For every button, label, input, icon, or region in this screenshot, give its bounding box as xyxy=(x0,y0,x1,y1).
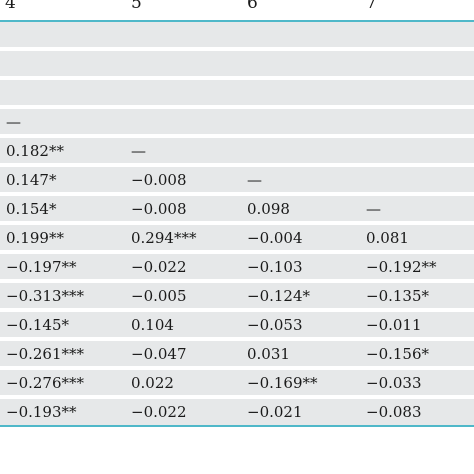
table-cell: −0.011 xyxy=(366,316,422,334)
table-cell: −0.005 xyxy=(131,287,187,305)
table-cell: 0.081 xyxy=(366,229,409,247)
table-cell: −0.135* xyxy=(366,287,430,305)
table-cell: 0.022 xyxy=(131,374,174,392)
table-row xyxy=(0,22,474,49)
column-header-5: 5 xyxy=(131,0,142,13)
table-cell: −0.169** xyxy=(247,374,318,392)
table-row: 0.154* −0.008 0.098 — xyxy=(0,196,474,223)
table-row: 0.182** — xyxy=(0,138,474,165)
table-cell: 0.182** xyxy=(6,142,64,160)
table-cell: 0.294*** xyxy=(131,229,197,247)
table-cell: −0.004 xyxy=(247,229,303,247)
table-row: −0.313*** −0.005 −0.124* −0.135* xyxy=(0,283,474,310)
table-cell: −0.124* xyxy=(247,287,311,305)
table-cell: 0.199** xyxy=(6,229,64,247)
table-cell: −0.021 xyxy=(247,403,303,421)
table-row: — xyxy=(0,109,474,136)
table-cell: 0.104 xyxy=(131,316,174,334)
table-header-row: 4 5 6 7 xyxy=(0,0,474,22)
table-cell: −0.053 xyxy=(247,316,303,334)
table-cell: 0.031 xyxy=(247,345,290,363)
column-header-7: 7 xyxy=(366,0,377,13)
table-cell: 0.098 xyxy=(247,200,290,218)
table-row: −0.197** −0.022 −0.103 −0.192** xyxy=(0,254,474,281)
table-cell: — xyxy=(247,171,262,189)
table-row: −0.276*** 0.022 −0.169** −0.033 xyxy=(0,370,474,397)
column-header-6: 6 xyxy=(247,0,258,13)
table-cell: −0.022 xyxy=(131,258,187,276)
table-row xyxy=(0,51,474,78)
column-header-4: 4 xyxy=(5,0,16,13)
table-cell: −0.193** xyxy=(6,403,77,421)
table-row: −0.193** −0.022 −0.021 −0.083 xyxy=(0,399,474,427)
table-cell: −0.313*** xyxy=(6,287,85,305)
table-row: −0.145* 0.104 −0.053 −0.011 xyxy=(0,312,474,339)
table-cell: −0.008 xyxy=(131,200,187,218)
table-cell: −0.156* xyxy=(366,345,430,363)
table-cell: 0.147* xyxy=(6,171,57,189)
table-cell: −0.022 xyxy=(131,403,187,421)
table-cell: 0.154* xyxy=(6,200,57,218)
table-row: 0.147* −0.008 — xyxy=(0,167,474,194)
table-cell: −0.261*** xyxy=(6,345,85,363)
table-row: −0.261*** −0.047 0.031 −0.156* xyxy=(0,341,474,368)
table-cell: — xyxy=(366,200,381,218)
table-row xyxy=(0,80,474,107)
table-cell: −0.192** xyxy=(366,258,437,276)
table-cell: −0.103 xyxy=(247,258,303,276)
table-cell: −0.008 xyxy=(131,171,187,189)
table-cell: −0.276*** xyxy=(6,374,85,392)
table-cell: — xyxy=(131,142,146,160)
table-row: 0.199** 0.294*** −0.004 0.081 xyxy=(0,225,474,252)
table-cell: −0.033 xyxy=(366,374,422,392)
table-cell: −0.083 xyxy=(366,403,422,421)
table-cell: −0.047 xyxy=(131,345,187,363)
table-cell: −0.197** xyxy=(6,258,77,276)
table-cell: −0.145* xyxy=(6,316,70,334)
table-cell: — xyxy=(6,113,21,131)
